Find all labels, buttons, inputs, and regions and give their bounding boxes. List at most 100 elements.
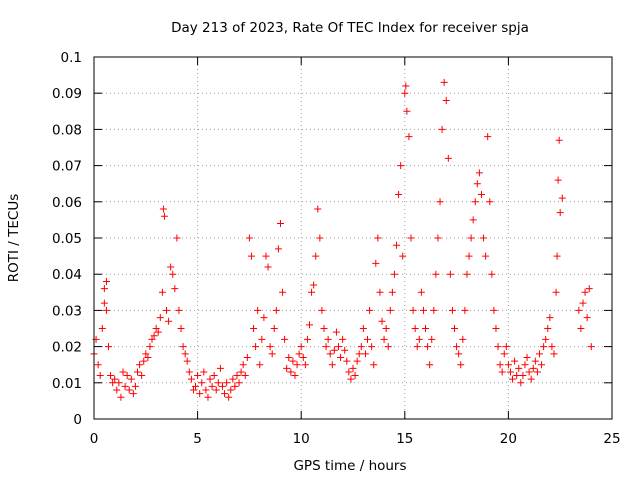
data-point: [117, 393, 125, 401]
data-point: [349, 364, 357, 372]
data-point: [127, 375, 135, 383]
data-point: [287, 368, 295, 376]
data-point: [465, 252, 473, 260]
data-point: [247, 252, 255, 260]
data-point: [181, 350, 189, 358]
data-point: [146, 343, 154, 351]
data-point: [422, 325, 430, 332]
data-point: [308, 288, 316, 296]
data-point: [102, 306, 110, 314]
data-point: [187, 375, 195, 383]
data-point: [376, 288, 384, 296]
x-tick-label: 0: [90, 431, 99, 447]
data-point: [223, 379, 231, 387]
data-point: [531, 357, 539, 365]
chart-title: Day 213 of 2023, Rate Of TEC Index for r…: [171, 20, 529, 36]
data-point: [556, 209, 564, 217]
data-point: [558, 194, 566, 202]
data-point: [386, 306, 394, 314]
data-point: [177, 325, 185, 332]
data-point: [131, 382, 139, 390]
data-point: [113, 386, 121, 394]
data-point: [208, 382, 216, 390]
data-point: [527, 375, 535, 383]
data-point: [477, 191, 485, 199]
data-point: [216, 364, 224, 372]
y-tick-label: 0.05: [52, 231, 82, 247]
data-point: [351, 372, 359, 380]
data-point: [395, 191, 403, 199]
data-point: [380, 335, 388, 343]
data-point: [378, 317, 386, 325]
data-point: [347, 375, 355, 383]
data-point: [459, 335, 467, 343]
data-point: [382, 325, 390, 332]
data-point: [189, 386, 197, 394]
data-point: [165, 317, 173, 325]
data-point: [448, 306, 456, 314]
data-point: [258, 335, 266, 343]
data-point: [399, 252, 407, 260]
data-point: [194, 372, 202, 380]
y-tick-label: 0: [73, 412, 82, 428]
data-point: [250, 325, 258, 332]
data-point: [368, 343, 376, 351]
data-point: [407, 234, 415, 242]
data-point: [555, 136, 563, 144]
data-point: [167, 263, 175, 271]
data-point: [529, 364, 537, 372]
data-point: [484, 133, 492, 141]
data-point: [550, 350, 558, 358]
data-point: [542, 335, 550, 343]
data-point: [160, 212, 168, 220]
data-point: [500, 350, 508, 358]
data-point: [171, 285, 179, 293]
data-point: [264, 263, 272, 271]
data-point: [494, 343, 502, 351]
x-tick-label: 20: [500, 431, 517, 447]
data-point: [299, 353, 307, 361]
data-point: [204, 393, 212, 401]
data-point: [324, 335, 332, 343]
y-tick-label: 0.08: [52, 122, 82, 138]
data-point: [339, 335, 347, 343]
data-point: [463, 270, 471, 278]
data-point: [469, 216, 477, 224]
data-point: [328, 361, 336, 369]
data-point: [355, 350, 363, 358]
data-points: [90, 78, 595, 401]
data-point: [159, 205, 167, 213]
data-point: [140, 357, 148, 365]
data-point: [372, 259, 380, 267]
data-point: [330, 346, 338, 354]
data-point: [451, 325, 459, 332]
data-point: [156, 314, 164, 322]
y-axis: 0 0.01 0.02 0.03 0.04 0.05 0.06 0.07 0.08 0.09 0.1: [52, 50, 612, 428]
data-point: [533, 368, 541, 376]
data-point: [305, 321, 313, 329]
data-point: [519, 372, 527, 380]
data-point: [402, 82, 410, 90]
data-point: [183, 357, 191, 365]
data-point: [359, 325, 367, 332]
x-tick-label: 25: [603, 431, 620, 447]
data-point: [343, 357, 351, 365]
data-point: [256, 361, 264, 369]
data-point: [279, 288, 287, 296]
data-point: [229, 375, 237, 383]
data-point: [538, 361, 546, 369]
y-tick-label: 0.06: [52, 195, 82, 211]
data-point: [496, 361, 504, 369]
x-tick-label: 10: [293, 431, 310, 447]
data-point: [310, 281, 318, 289]
data-point: [341, 346, 349, 354]
data-point: [544, 325, 552, 332]
data-point: [94, 361, 102, 369]
data-point: [270, 325, 278, 332]
data-point: [434, 234, 442, 242]
data-point: [134, 368, 142, 376]
data-point: [100, 299, 108, 307]
data-point: [235, 379, 243, 387]
data-point: [123, 372, 131, 380]
data-point: [473, 180, 481, 188]
